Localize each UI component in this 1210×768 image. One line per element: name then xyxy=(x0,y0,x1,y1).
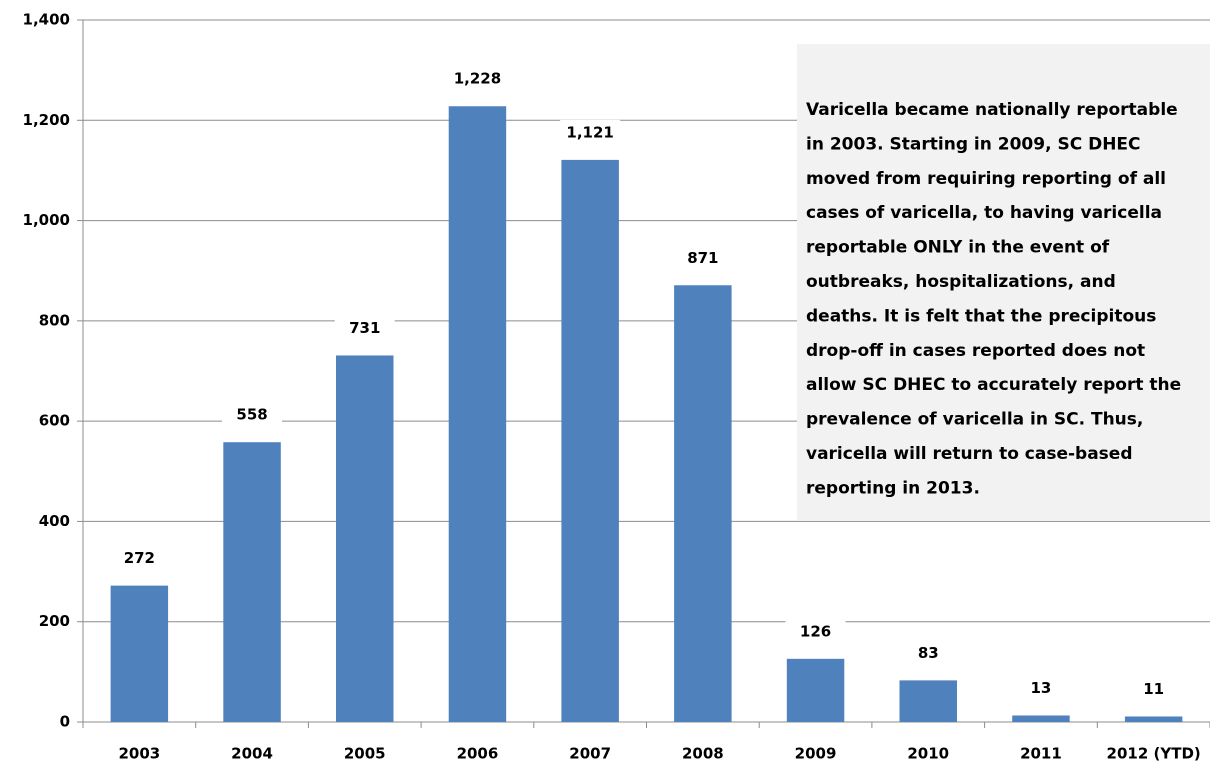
data-label: 731 xyxy=(349,319,380,337)
data-label: 1,121 xyxy=(566,123,613,141)
y-tick-label: 1,000 xyxy=(23,211,70,229)
annotation-line: allow SC DHEC to accurately report the xyxy=(806,375,1181,395)
label-bg xyxy=(1123,676,1184,703)
y-tick-label: 600 xyxy=(39,412,70,430)
bar xyxy=(448,106,507,722)
label-bg xyxy=(1010,675,1071,702)
y-tick-label: 400 xyxy=(39,512,70,530)
y-tick-label: 800 xyxy=(39,311,70,329)
data-label: 1,228 xyxy=(454,70,501,88)
bar xyxy=(336,355,394,722)
label-bg xyxy=(785,618,846,645)
y-tick-label: 1,400 xyxy=(23,11,70,29)
annotation-line: Varicella became nationally reportable xyxy=(806,100,1178,120)
data-label: 11 xyxy=(1143,680,1164,698)
annotation-line: varicella will return to case-based xyxy=(806,444,1133,464)
label-bg xyxy=(560,119,621,146)
bar xyxy=(223,442,281,722)
annotation-line: outbreaks, hospitalizations, and xyxy=(806,272,1116,292)
annotation-line: drop-off in cases reported does not xyxy=(806,341,1145,361)
annotation-line: cases of varicella, to having varicella xyxy=(806,203,1162,223)
annotation-line: reportable ONLY in the event of xyxy=(806,238,1110,258)
annotation-line: in 2003. Starting in 2009, SC DHEC xyxy=(806,134,1141,154)
label-bg xyxy=(222,402,283,429)
label-bg xyxy=(447,66,508,93)
data-label: 83 xyxy=(918,644,939,662)
x-tick-label: 2010 xyxy=(907,745,949,763)
bar xyxy=(1124,716,1183,722)
y-tick-label: 1,200 xyxy=(23,111,70,129)
x-tick-label: 2003 xyxy=(118,745,160,763)
data-label: 871 xyxy=(687,249,718,267)
annotation-line: prevalence of varicella in SC. Thus, xyxy=(806,410,1143,430)
annotation-box xyxy=(797,44,1210,520)
bar xyxy=(786,658,845,722)
x-tick-label: 2008 xyxy=(682,745,724,763)
annotation-line: moved from requiring reporting of all xyxy=(806,169,1166,189)
x-tick-label: 2006 xyxy=(457,745,499,763)
annotation-line: deaths. It is felt that the precipitous xyxy=(806,306,1156,326)
bar xyxy=(561,159,619,723)
y-tick-label: 200 xyxy=(39,612,70,630)
x-tick-label: 2009 xyxy=(795,745,837,763)
data-label: 272 xyxy=(124,549,155,567)
annotation-line: reporting in 2013. xyxy=(806,478,980,498)
data-label: 126 xyxy=(800,622,831,640)
x-tick-label: 2011 xyxy=(1020,745,1062,763)
bar xyxy=(1012,715,1070,722)
x-tick-label: 2004 xyxy=(231,745,273,763)
y-tick-label: 0 xyxy=(60,713,70,731)
label-bg xyxy=(334,315,395,342)
x-tick-label: 2007 xyxy=(569,745,611,763)
x-tick-label: 2012 (YTD) xyxy=(1107,745,1201,763)
x-tick-label: 2005 xyxy=(344,745,386,763)
annotation: Varicella became nationally reportable in… xyxy=(797,44,1210,520)
data-label: 13 xyxy=(1031,679,1052,697)
data-label: 558 xyxy=(236,406,267,424)
bar xyxy=(110,585,169,722)
label-bg xyxy=(672,245,733,272)
label-bg xyxy=(898,640,959,667)
label-bg xyxy=(109,545,170,572)
bar xyxy=(674,285,732,722)
bar xyxy=(899,680,957,722)
